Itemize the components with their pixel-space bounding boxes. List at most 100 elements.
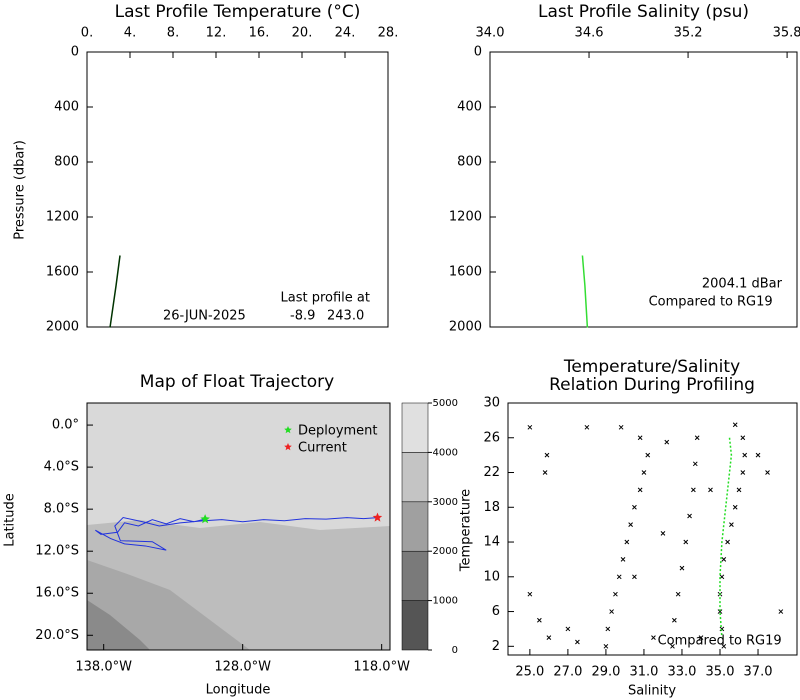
ts-point xyxy=(717,609,723,614)
ts-point xyxy=(544,452,550,458)
ts-point xyxy=(683,539,689,545)
y-tick-label: 400 xyxy=(54,100,79,115)
y-tick-label: 4.0°S xyxy=(44,460,79,475)
ts-point xyxy=(664,439,670,445)
ts-point xyxy=(740,435,746,441)
y-tick-label: 2000 xyxy=(449,320,482,335)
y-tick-label: 800 xyxy=(457,155,482,170)
chart-title: Last Profile Salinity (psu) xyxy=(538,2,749,22)
y-tick-label: 22 xyxy=(483,465,500,480)
y-tick-label: 0 xyxy=(71,45,79,60)
x-tick-label: 12. xyxy=(206,26,227,41)
x-tick-label: 28. xyxy=(378,26,399,41)
x-tick-label: 138.0°W xyxy=(75,660,132,675)
ts-point xyxy=(632,504,637,510)
x-tick-label: 24. xyxy=(335,26,356,41)
x-tick-label: 128.0°W xyxy=(214,660,271,675)
y-tick-label: 800 xyxy=(54,155,79,170)
colorbar-label: 2000 xyxy=(433,546,458,557)
ts-point xyxy=(632,574,637,580)
chart-title: Relation During Profiling xyxy=(549,375,755,395)
x-tick-label: 27.0 xyxy=(553,665,582,680)
y-tick-label: 2000 xyxy=(46,320,79,335)
ts-point xyxy=(721,557,727,562)
x-axis-label: Salinity xyxy=(628,684,676,699)
ts-point xyxy=(537,617,542,623)
x-tick-label: 29.0 xyxy=(591,665,620,680)
ts-point xyxy=(679,565,685,571)
chart-title: Map of Float Trajectory xyxy=(140,372,334,392)
colorbar-band xyxy=(401,452,429,503)
ts-point xyxy=(694,435,700,441)
depth-shade-dark xyxy=(87,560,250,650)
ts-point xyxy=(675,591,681,597)
ts-point xyxy=(575,639,580,645)
ts-point xyxy=(527,591,533,597)
y-tick-label: 1200 xyxy=(449,210,482,225)
ts-point xyxy=(740,470,746,475)
chart-title: Last Profile Temperature (°C) xyxy=(115,2,361,22)
ts-point xyxy=(620,557,626,562)
x-tick-label: 35.8 xyxy=(773,26,800,41)
ts-point xyxy=(616,574,622,580)
y-tick-label: 1200 xyxy=(46,210,79,225)
reference-line xyxy=(719,437,733,638)
ts-point xyxy=(651,635,656,640)
ts-point xyxy=(732,422,738,428)
colorbar-label: 0 xyxy=(452,645,458,656)
plot-frame xyxy=(86,51,389,328)
plot-frame xyxy=(489,51,798,328)
annotation: Compared to xyxy=(649,295,733,310)
colorbar-label: 5000 xyxy=(433,398,458,409)
ts-point xyxy=(698,635,704,640)
x-tick-label: 0. xyxy=(81,26,93,41)
ts-point xyxy=(546,635,552,640)
annotation: Last profile at xyxy=(281,291,370,306)
y-tick-label: 2 xyxy=(492,639,500,654)
map-background xyxy=(87,403,390,650)
reference-name: RG19 xyxy=(737,295,773,310)
ts-point xyxy=(609,609,614,614)
y-tick-label: 400 xyxy=(457,100,482,115)
ts-point xyxy=(732,504,738,510)
x-tick-label: 34.0 xyxy=(476,26,505,41)
x-tick-label: 35.0 xyxy=(706,665,735,680)
ts-point xyxy=(637,487,643,493)
x-tick-label: 4. xyxy=(124,26,136,41)
profile-line xyxy=(581,255,589,328)
x-tick-label: 35.2 xyxy=(674,26,703,41)
y-tick-label: 1600 xyxy=(46,265,79,280)
plot-frame xyxy=(507,402,798,656)
colorbar-label: 1000 xyxy=(433,596,458,607)
colorbar-band xyxy=(401,550,429,601)
annotation: Compared to xyxy=(658,634,742,649)
y-axis-label: Temperature xyxy=(459,489,474,572)
colorbar-band xyxy=(401,402,429,453)
ts-point xyxy=(605,626,611,632)
x-tick-label: 34.6 xyxy=(575,26,604,41)
annotation: 2004.1 dBar xyxy=(702,277,783,292)
ts-point xyxy=(765,470,770,475)
reference-name: RG19 xyxy=(746,634,782,649)
ts-point xyxy=(645,452,651,458)
x-tick-label: 25.0 xyxy=(515,665,544,680)
legend-star xyxy=(284,443,292,451)
ts-point xyxy=(542,470,548,475)
legend-label: Current xyxy=(298,441,347,456)
y-tick-label: 30 xyxy=(483,396,500,411)
y-tick-label: 6 xyxy=(492,604,500,619)
position-star xyxy=(200,514,210,524)
ts-point xyxy=(641,470,647,475)
ts-point xyxy=(778,609,784,614)
x-tick-label: 20. xyxy=(292,26,313,41)
y-tick-label: 0.0° xyxy=(52,418,79,433)
y-tick-label: 14 xyxy=(483,535,500,550)
y-tick-label: 1600 xyxy=(449,265,482,280)
colorbar-band xyxy=(401,600,429,651)
chart-title: Temperature/Salinity xyxy=(563,357,740,377)
y-axis-label: Pressure (dbar) xyxy=(13,140,28,240)
ts-point xyxy=(565,626,571,632)
x-tick-label: 37.0 xyxy=(744,665,773,680)
ts-point xyxy=(708,487,713,493)
